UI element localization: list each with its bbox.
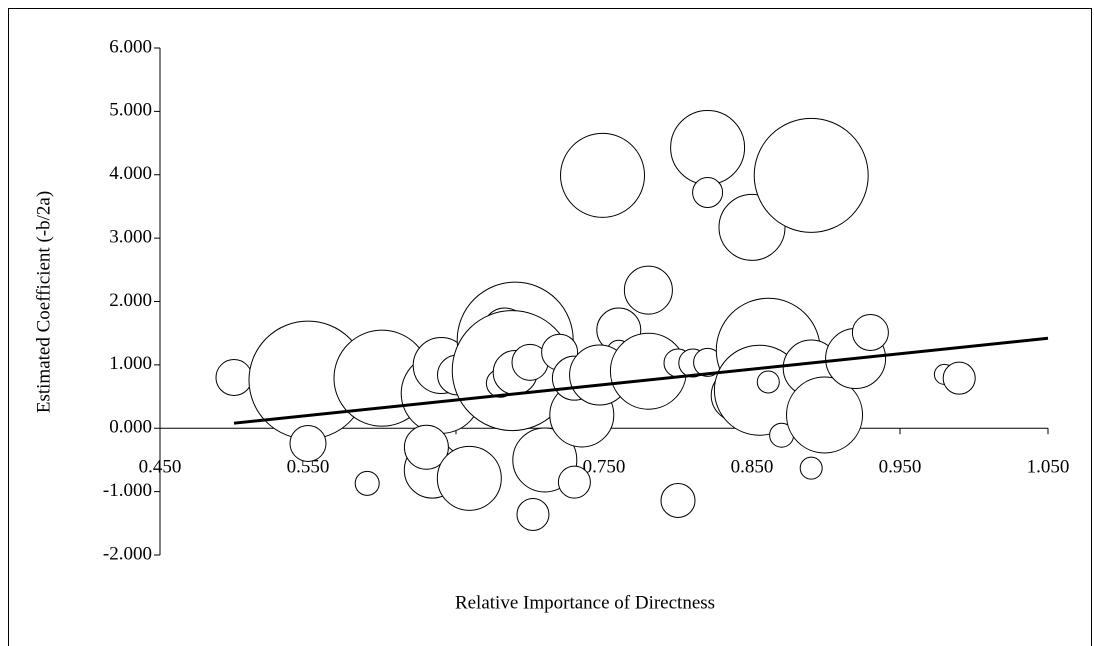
bubble bbox=[753, 117, 869, 233]
bubble bbox=[215, 359, 253, 397]
bubble bbox=[756, 370, 780, 394]
y-tick-label: 3.000 bbox=[109, 226, 152, 247]
bubble bbox=[942, 361, 976, 395]
bubble bbox=[403, 424, 449, 470]
bubble bbox=[799, 456, 823, 480]
y-tick-label: 0.000 bbox=[109, 417, 152, 438]
bubble bbox=[354, 470, 380, 496]
y-tick-label: -1.000 bbox=[103, 480, 152, 501]
y-axis-title: Estimated Coefficient (-b/2a) bbox=[33, 191, 54, 413]
bubble bbox=[660, 482, 696, 518]
y-tick-label: 1.000 bbox=[109, 353, 152, 374]
bubble bbox=[557, 465, 591, 499]
bubble bbox=[851, 314, 889, 352]
y-tick-label: 2.000 bbox=[109, 290, 152, 311]
x-tick-label: 0.450 bbox=[139, 457, 182, 478]
bubble bbox=[692, 176, 724, 208]
bubble bbox=[670, 109, 746, 185]
y-tick-label: 5.000 bbox=[109, 100, 152, 121]
bubble bbox=[516, 497, 550, 531]
x-tick-label: 0.950 bbox=[879, 457, 922, 478]
x-tick-label: 1.050 bbox=[1027, 457, 1070, 478]
x-tick-label: 0.850 bbox=[731, 457, 774, 478]
y-tick-label: 4.000 bbox=[109, 163, 152, 184]
bubble bbox=[436, 445, 502, 511]
x-tick-label: 0.550 bbox=[287, 457, 330, 478]
bubble bbox=[289, 424, 327, 462]
bubble bbox=[560, 132, 646, 218]
x-tick-label: 0.750 bbox=[583, 457, 626, 478]
trend-line bbox=[233, 336, 1049, 425]
y-tick-label: -2.000 bbox=[103, 543, 152, 564]
y-tick-label: 6.000 bbox=[109, 36, 152, 57]
bubble bbox=[786, 376, 864, 454]
x-axis-title: Relative Importance of Directness bbox=[455, 592, 715, 613]
bubble bbox=[623, 265, 673, 315]
